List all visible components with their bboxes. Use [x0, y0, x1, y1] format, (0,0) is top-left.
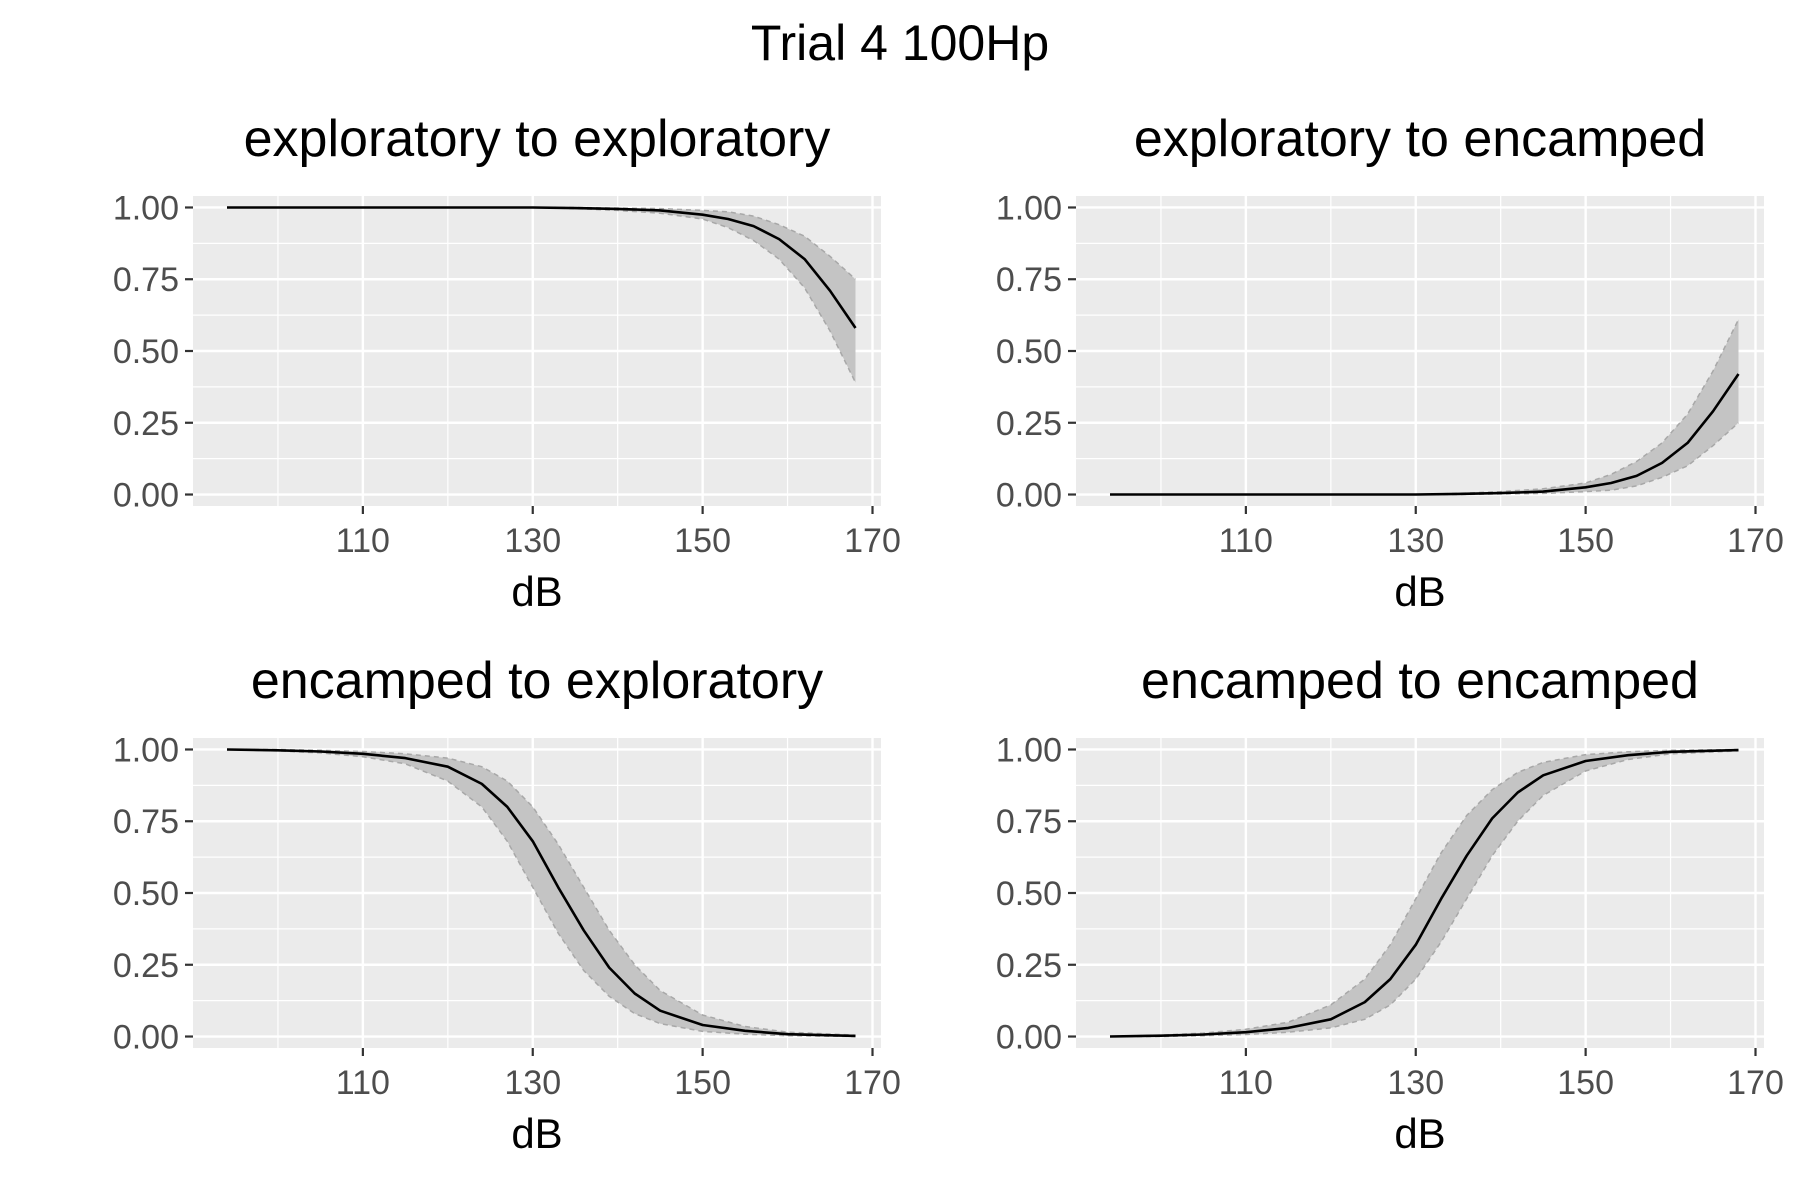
- facet-title: encamped to exploratory: [251, 652, 823, 710]
- y-tick-label: 0.00: [996, 1019, 1062, 1057]
- y-tick-label: 0.50: [996, 875, 1062, 913]
- fitted-line: [227, 206, 857, 329]
- x-tick-label: 170: [1727, 522, 1784, 560]
- facet-title: exploratory to encamped: [1134, 110, 1706, 168]
- x-tick-label: 170: [844, 1064, 901, 1102]
- y-tick-label: 0.25: [113, 405, 179, 443]
- x-tick-label: 150: [1557, 522, 1614, 560]
- facet-panel: encamped to encamped 0.00 0.25 0.50 0.75 1.00…: [996, 652, 1784, 1157]
- y-tick-label: 0.75: [996, 803, 1062, 841]
- y-tick-label: 1.00: [113, 731, 179, 769]
- facet-panels: exploratory to exploratory 0.00 0.25 0.50 0.…: [113, 110, 1784, 1157]
- y-tick-label: 0.00: [996, 477, 1062, 515]
- x-axis-title: dB: [511, 568, 562, 615]
- x-tick-label: 130: [1387, 522, 1444, 560]
- y-tick-label: 0.00: [113, 477, 179, 515]
- x-tick-label: 130: [1387, 1064, 1444, 1102]
- y-tick-label: 0.00: [113, 1019, 179, 1057]
- facet-title: encamped to encamped: [1141, 652, 1699, 710]
- x-tick-label: 150: [674, 1064, 731, 1102]
- x-axis-title: dB: [511, 1110, 562, 1157]
- upper-bound-line: [227, 748, 856, 1036]
- x-tick-label: 130: [504, 522, 561, 560]
- fitted-line: [1109, 748, 1739, 1038]
- confidence-ribbon: [227, 749, 856, 1037]
- x-tick-label: 150: [1557, 1064, 1614, 1102]
- lower-bound-line: [226, 748, 856, 1038]
- y-tick-label: 0.75: [996, 261, 1062, 299]
- y-tick-label: 0.50: [113, 333, 179, 371]
- y-tick-label: 0.25: [996, 405, 1062, 443]
- fitted-line: [226, 748, 856, 1038]
- y-tick-label: 0.75: [113, 803, 179, 841]
- x-tick-label: 110: [336, 1064, 390, 1102]
- x-tick-label: 170: [844, 522, 901, 560]
- upper-bound-line: [1109, 748, 1739, 1038]
- y-tick-label: 1.00: [113, 189, 179, 227]
- x-tick-label: 130: [504, 1064, 561, 1102]
- x-tick-label: 110: [1219, 522, 1273, 560]
- y-tick-label: 1.00: [996, 731, 1062, 769]
- x-tick-label: 150: [674, 522, 731, 560]
- y-tick-label: 1.00: [996, 189, 1062, 227]
- x-axis-title: dB: [1394, 568, 1445, 615]
- y-tick-label: 0.75: [113, 261, 179, 299]
- x-tick-label: 170: [1727, 1064, 1784, 1102]
- y-tick-label: 0.50: [996, 333, 1062, 371]
- confidence-ribbon: [1110, 749, 1739, 1037]
- x-axis-title: dB: [1394, 1110, 1445, 1157]
- fitted-line: [1110, 373, 1740, 496]
- lower-bound-line: [1110, 750, 1739, 1038]
- y-tick-label: 0.50: [113, 875, 179, 913]
- y-tick-label: 0.25: [996, 947, 1062, 985]
- facet-title: exploratory to exploratory: [244, 110, 831, 168]
- facet-panel: exploratory to exploratory 0.00 0.25 0.50 0.…: [113, 110, 901, 615]
- figure-title: Trial 4 100Hp: [751, 15, 1049, 71]
- x-tick-label: 110: [336, 522, 390, 560]
- x-tick-label: 110: [1219, 1064, 1273, 1102]
- facet-panel: exploratory to encamped 0.00 0.25 0.50 0.75 1…: [996, 110, 1784, 615]
- facet-panel: encamped to exploratory 0.00 0.25 0.50 0.75 1…: [113, 652, 901, 1157]
- y-tick-label: 0.25: [113, 947, 179, 985]
